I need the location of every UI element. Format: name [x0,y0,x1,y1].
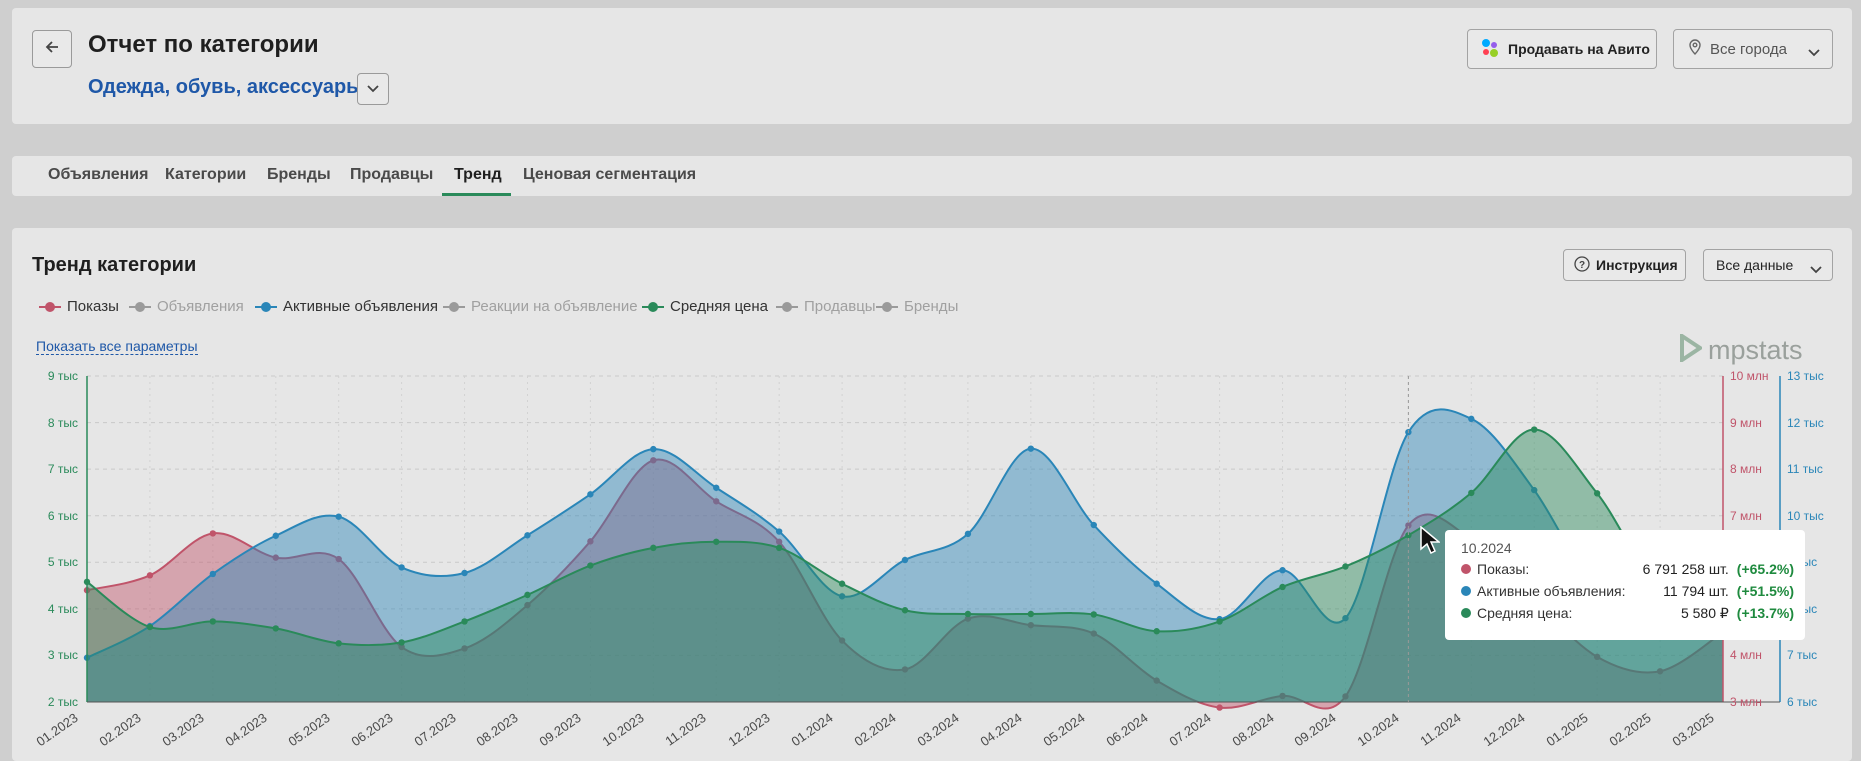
axis-tick-label: 3 тыс [47,648,78,663]
tab-price-segmentation[interactable]: Ценовая сегментация [523,166,697,183]
mpstats-watermark: mpstats [1680,332,1803,367]
back-button[interactable] [32,30,72,68]
axis-tick-label: 4 тыс [47,601,78,616]
tooltip-change: (+65.2%) [1736,561,1794,577]
tooltip-row: Средняя цена: 5 580 ₽ (+13.7%) [1461,603,1794,623]
tab-sellers[interactable]: Продавцы [350,166,434,183]
legend-item[interactable]: Показы [38,298,119,315]
legend-label: Показы [67,298,119,315]
tooltip-value: 11 794 шт. [1663,583,1729,599]
series-dot-icon [1461,608,1471,618]
tooltip-date: 10.2024 [1461,540,1512,556]
legend-item[interactable]: Средняя цена [641,298,768,315]
axis-tick-label: 10 тыс [1787,508,1824,523]
city-select[interactable]: Все города [1673,29,1833,69]
mpstats-logo-icon [1680,332,1704,367]
category-name[interactable]: Одежда, обувь, аксессуары [88,76,364,98]
series-dot-icon [1461,586,1471,596]
axis-tick-label: 6 тыс [47,508,78,523]
legend-label: Продавцы [804,298,876,315]
legend-label: Реакции на объявление [471,298,638,315]
axis-tick-label: 7 тыс [47,462,78,477]
avito-logo-icon [1480,38,1500,61]
help-circle-icon: ? [1574,255,1590,275]
axis-tick-label: 8 млн [1730,462,1762,477]
axis-tick-label: 6 тыс [1787,695,1818,709]
active-tab-underline [442,193,511,196]
tooltip-label: Активные объявления: [1477,583,1626,599]
tooltip-row: Активные объявления: 11 794 шт. (+51.5%) [1461,581,1794,601]
chart-tooltip [1445,530,1805,640]
axis-tick-label: 8 тыс [47,415,78,430]
category-dropdown-button[interactable] [357,73,389,105]
tooltip-row: Показы: 6 791 258 шт. (+65.2%) [1461,559,1794,579]
chevron-down-icon [1808,44,1820,61]
data-select-value: Все данные [1716,257,1794,273]
chevron-down-icon [1810,261,1822,277]
legend-label: Объявления [157,298,244,315]
axis-tick-label: 7 тыс [1787,648,1818,663]
legend-item[interactable]: Реакции на объявление [442,298,638,315]
axis-tick-label: 12 тыс [1787,415,1824,430]
legend-marker-icon [642,301,664,312]
instruction-label: Инструкция [1596,257,1678,273]
tooltip-label: Средняя цена: [1477,605,1573,621]
tab-brands[interactable]: Бренды [267,166,331,183]
axis-tick-label: 9 млн [1730,415,1762,430]
avito-sell-label: Продавать на Авито [1508,41,1650,57]
tooltip-label: Показы: [1477,561,1530,577]
avito-sell-button[interactable]: Продавать на Авито [1467,29,1657,69]
axis-tick-label: 2 тыс [47,695,78,709]
legend-marker-icon [443,301,465,312]
tooltip-value: 5 580 ₽ [1680,604,1729,621]
legend-marker-icon [776,301,798,312]
legend-item[interactable]: Активные объявления [254,298,438,315]
tooltip-change: (+13.7%) [1736,605,1794,621]
legend-marker-icon [876,301,898,312]
page-title: Отчет по категории [88,31,319,58]
axis-tick-label: 10 млн [1730,369,1769,383]
city-select-value: Все города [1710,40,1787,58]
legend-item[interactable]: Объявления [128,298,244,315]
legend-item[interactable]: Бренды [875,298,958,315]
axis-tick-label: 5 тыс [47,555,78,570]
tabs-bar [12,156,1852,196]
series-dot-icon [1461,564,1471,574]
tooltip-value: 6 791 258 шт. [1642,561,1729,577]
legend-label: Активные объявления [283,298,438,315]
section-title: Тренд категории [32,254,197,276]
tab-listings[interactable]: Объявления [48,166,149,183]
location-pin-icon [1688,39,1702,59]
mouse-cursor-icon [1420,525,1442,559]
axis-tick-label: 3 млн [1730,695,1762,709]
legend-label: Бренды [904,298,959,315]
axis-tick-label: 11 тыс [1787,462,1823,477]
axis-tick-label: 9 тыс [47,369,78,383]
back-arrow-icon [44,39,60,60]
tab-categories[interactable]: Категории [165,166,247,183]
legend-label: Средняя цена [670,298,769,315]
legend-item[interactable]: Продавцы [775,298,876,315]
axis-tick-label: 7 млн [1730,508,1762,523]
svg-text:?: ? [1579,260,1585,271]
legend-marker-icon [129,301,151,312]
legend-marker-icon [255,301,277,312]
tab-trend[interactable]: Тренд [454,166,502,183]
legend-marker-icon [39,301,61,312]
show-all-parameters-link[interactable]: Показать все параметры [36,338,198,355]
chevron-down-icon [367,80,379,98]
data-select[interactable]: Все данные [1703,249,1833,281]
axis-tick-label: 13 тыс [1787,369,1824,383]
tooltip-change: (+51.5%) [1736,583,1794,599]
mpstats-wordmark: mpstats [1708,335,1803,365]
axis-tick-label: 4 млн [1730,648,1762,663]
instruction-button[interactable]: ? Инструкция [1563,249,1686,281]
